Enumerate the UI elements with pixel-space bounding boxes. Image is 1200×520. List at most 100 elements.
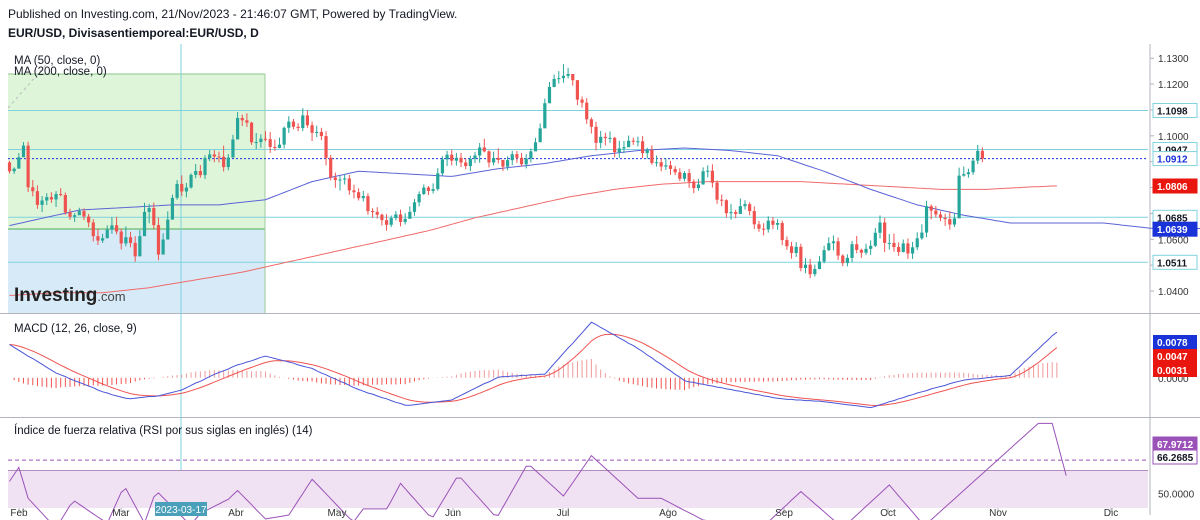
candle-down xyxy=(459,157,463,163)
candle-down xyxy=(35,191,40,205)
candle-up xyxy=(138,236,142,257)
candle-up xyxy=(682,173,687,179)
candle-up xyxy=(473,155,477,159)
candle-up xyxy=(533,142,538,152)
candle-down xyxy=(329,157,333,178)
rsi-tag-label: 66.2685 xyxy=(1157,453,1194,464)
candle-down xyxy=(305,115,310,126)
candle-up xyxy=(654,162,659,164)
candle-down xyxy=(152,207,156,226)
candle-down xyxy=(980,150,984,159)
candle-up xyxy=(40,200,44,205)
macd-tag xyxy=(1153,335,1197,349)
candle-down xyxy=(217,156,221,158)
price-tag-label: 1.0947 xyxy=(1157,146,1188,157)
candle-up xyxy=(454,157,458,161)
candle-up xyxy=(110,225,114,230)
candle-up xyxy=(887,242,891,244)
candle-down xyxy=(347,178,351,191)
candle-up xyxy=(194,170,198,175)
candle-up xyxy=(287,121,291,128)
candle-down xyxy=(375,211,379,215)
candle-down xyxy=(87,216,91,223)
candle-down xyxy=(603,136,607,139)
candle-down xyxy=(571,74,575,81)
candle-down xyxy=(575,80,580,100)
candle-down xyxy=(668,165,673,169)
crosshair-date-tag xyxy=(155,502,207,516)
candle-up xyxy=(910,247,915,254)
candle-down xyxy=(482,147,486,152)
macd-legend: MACD (12, 26, close, 9) xyxy=(14,323,137,335)
candle-down xyxy=(380,214,384,221)
price-tag-label: 1.0912 xyxy=(1157,155,1188,166)
candle-down xyxy=(319,131,323,137)
investing-logo-brand: Investing xyxy=(14,285,98,306)
candle-up xyxy=(231,139,235,158)
candle-up xyxy=(952,218,957,225)
candle-up xyxy=(664,165,668,167)
candle-up xyxy=(361,196,365,199)
investing-logo: Investing.com xyxy=(14,285,126,307)
candle-down xyxy=(96,236,100,241)
candle-up xyxy=(775,222,780,225)
candle-down xyxy=(49,197,53,200)
candle-up xyxy=(147,207,151,212)
x-tick-label: Sep xyxy=(775,508,793,519)
candle-up xyxy=(538,128,542,143)
macd-tag-label: 0.0031 xyxy=(1157,366,1188,377)
candle-down xyxy=(198,170,202,176)
candle-up xyxy=(478,147,482,156)
candle-up xyxy=(12,168,16,172)
price-tag xyxy=(1152,221,1198,237)
candle-up xyxy=(408,211,412,219)
candle-down xyxy=(585,102,589,120)
candle-up xyxy=(813,269,817,275)
candle-down xyxy=(673,168,677,173)
candle-up xyxy=(566,74,570,76)
rsi-line xyxy=(9,422,1067,520)
candle-down xyxy=(659,162,663,167)
candle-up xyxy=(301,115,305,129)
candle-down xyxy=(789,246,794,253)
x-tick-label: Oct xyxy=(880,508,896,519)
candle-down xyxy=(841,255,845,264)
y-tick-label: 1.0400 xyxy=(1158,287,1189,298)
candle-down xyxy=(263,138,268,140)
candle-up xyxy=(794,246,798,253)
candle-down xyxy=(650,149,654,163)
candle-up xyxy=(189,174,193,188)
candle-down xyxy=(68,212,72,217)
rsi-tag-label: 67.9712 xyxy=(1157,440,1194,451)
x-tick-label: Nov xyxy=(989,508,1007,519)
candle-down xyxy=(938,214,943,218)
crosshair-date-label: 2023-03-17 xyxy=(155,505,207,516)
candle-up xyxy=(706,170,710,172)
symbol-title: EUR/USD, Divisasentiemporeal:EUR/USD, D xyxy=(8,26,259,40)
candle-up xyxy=(962,174,966,176)
candle-down xyxy=(906,243,910,254)
candle-up xyxy=(738,206,742,214)
candle-up xyxy=(422,187,426,195)
price-tag-label: 1.0685 xyxy=(1157,213,1188,224)
candle-up xyxy=(557,78,561,80)
candle-up xyxy=(822,250,826,262)
candle-down xyxy=(720,199,724,201)
y-tick-label: 1.0600 xyxy=(1158,235,1189,246)
candle-up xyxy=(338,179,342,181)
ma50-legend: MA (50, close, 0) xyxy=(14,55,101,67)
candle-down xyxy=(785,240,789,247)
candle-up xyxy=(529,151,533,159)
candle-up xyxy=(440,159,445,174)
candle-up xyxy=(617,148,621,153)
candle-down xyxy=(496,158,500,160)
candle-up xyxy=(259,138,263,143)
candle-down xyxy=(296,126,300,129)
candle-up xyxy=(417,194,421,203)
price-tag xyxy=(1152,178,1198,194)
candle-down xyxy=(580,99,584,103)
candle-down xyxy=(240,117,244,121)
candle-up xyxy=(394,214,398,219)
candle-down xyxy=(859,249,863,253)
